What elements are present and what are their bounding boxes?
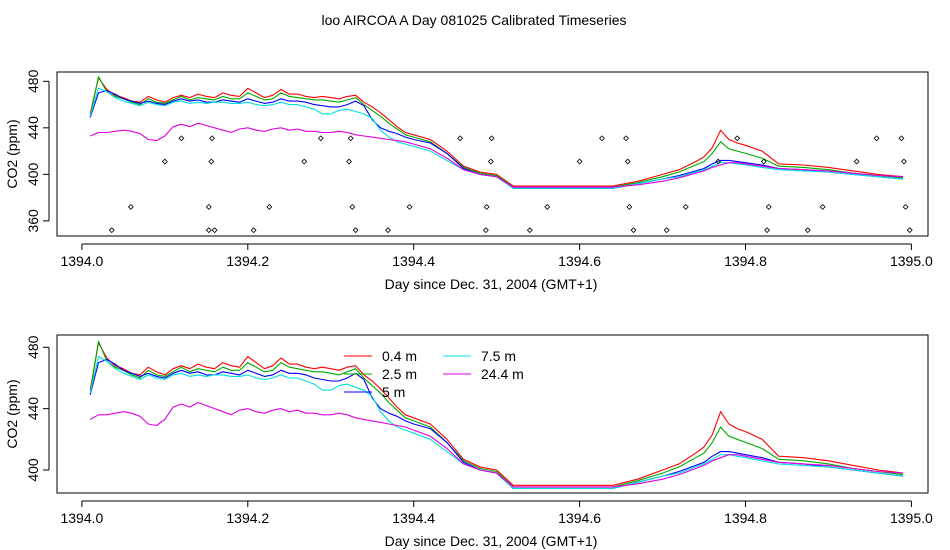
- top-data-point: [457, 135, 464, 142]
- top-y-tick-label: 480: [25, 69, 41, 93]
- top-series-line-2: [89, 90, 904, 189]
- top-data-point: [624, 158, 631, 165]
- bottom-series-line-4: [89, 401, 904, 488]
- bottom-plot-frame: [56, 334, 929, 494]
- top-data-point: [630, 227, 637, 234]
- top-data-point: [734, 135, 741, 142]
- top-data-point: [906, 227, 913, 234]
- top-x-tick-label: 1395.0: [890, 253, 933, 269]
- top-series-line-4: [89, 122, 904, 188]
- top-data-point: [488, 135, 495, 142]
- bottom-panel: 1394.0 1394.2 1394.4 1394.6 1394.8 1395.0 400 4…: [4, 334, 933, 549]
- top-data-point: [161, 158, 168, 165]
- top-data-point: [898, 135, 905, 142]
- top-data-point: [663, 227, 670, 234]
- bottom-y-axis-label: CO2 (ppm): [4, 379, 20, 448]
- top-data-point: [250, 227, 257, 234]
- bottom-y-tick-label: 400: [25, 458, 41, 482]
- top-x-tick-label: 1394.0: [60, 253, 103, 269]
- top-y-tick-label: 360: [25, 209, 41, 233]
- top-data-point: [576, 158, 583, 165]
- bottom-y-tick-label: 480: [25, 335, 41, 359]
- top-data-point: [301, 158, 308, 165]
- top-x-tick-label: 1394.6: [558, 253, 601, 269]
- top-data-point: [902, 203, 909, 210]
- top-data-point: [764, 227, 771, 234]
- bottom-x-tick-label: 1394.6: [558, 510, 601, 526]
- top-data-point: [483, 203, 490, 210]
- top-data-point: [626, 203, 633, 210]
- top-data-point: [349, 203, 356, 210]
- top-plot-frame: [56, 71, 929, 237]
- top-x-axis-label: Day since Dec. 31, 2004 (GMT+1): [385, 276, 598, 292]
- top-data-point: [682, 203, 689, 210]
- bottom-series-line-0: [89, 342, 904, 486]
- chart-title: loo AIRCOA A Day 081025 Calibrated Times…: [321, 12, 626, 28]
- bottom-x-tick-label: 1395.0: [890, 510, 933, 526]
- bottom-series-line-3: [89, 355, 904, 489]
- top-data-point: [205, 203, 212, 210]
- top-data-point: [765, 203, 772, 210]
- bottom-series-line-2: [89, 358, 904, 489]
- top-y-tick-label: 400: [25, 162, 41, 186]
- legend-label: 2.5 m: [382, 366, 417, 382]
- top-series-layer: [89, 76, 904, 189]
- top-data-point: [108, 227, 115, 234]
- top-data-point: [482, 227, 489, 234]
- top-data-point: [385, 227, 391, 234]
- bottom-x-tick-label: 1394.8: [724, 510, 767, 526]
- top-x-tick-label: 1394.8: [724, 253, 767, 269]
- bottom-y-tick-label: 440: [25, 397, 41, 421]
- top-series-line-0: [89, 77, 904, 187]
- top-data-point: [266, 203, 273, 210]
- top-data-point: [715, 158, 722, 165]
- top-data-point: [900, 158, 907, 165]
- top-y-axis-label: CO2 (ppm): [4, 119, 20, 188]
- top-data-point: [487, 158, 494, 165]
- top-data-point: [178, 135, 185, 142]
- top-panel: 1394.0 1394.2 1394.4 1394.6 1394.8 1395.0 360 4…: [4, 69, 933, 292]
- top-data-point: [819, 203, 826, 210]
- bottom-x-tick-label: 1394.0: [60, 510, 103, 526]
- top-x-tick-label: 1394.4: [392, 253, 435, 269]
- top-data-point: [127, 203, 134, 210]
- top-axes-layer: 1394.0 1394.2 1394.4 1394.6 1394.8 1395.0 360 4…: [25, 69, 933, 269]
- legend-label: 24.4 m: [481, 366, 524, 382]
- top-y-tick-label: 440: [25, 116, 41, 140]
- top-series-line-1: [89, 76, 904, 188]
- top-data-point: [544, 203, 551, 210]
- bottom-x-tick-label: 1394.2: [226, 510, 269, 526]
- top-data-point: [352, 227, 359, 234]
- legend: 0.4 m 2.5 m 5 m 7.5 m 24.4 m: [344, 348, 524, 400]
- top-data-point: [211, 227, 218, 234]
- top-data-point: [317, 135, 324, 142]
- top-x-tick-label: 1394.2: [226, 253, 269, 269]
- top-data-point: [623, 135, 630, 142]
- legend-label: 5 m: [382, 384, 405, 400]
- top-data-point: [873, 135, 880, 142]
- top-data-point: [406, 203, 413, 210]
- top-points-layer: [108, 135, 913, 234]
- top-data-point: [205, 227, 212, 234]
- bottom-axes-layer: 1394.0 1394.2 1394.4 1394.6 1394.8 1395.0 400 4…: [25, 335, 933, 526]
- legend-label: 7.5 m: [481, 348, 516, 364]
- top-data-point: [853, 158, 860, 165]
- top-data-point: [760, 158, 767, 165]
- top-data-point: [599, 135, 605, 142]
- top-data-point: [209, 135, 216, 142]
- top-data-point: [804, 227, 811, 234]
- top-data-point: [526, 227, 533, 234]
- bottom-series-layer: [89, 340, 904, 489]
- top-series-line-3: [89, 87, 904, 189]
- top-data-point: [346, 158, 352, 165]
- top-data-point: [347, 135, 354, 142]
- bottom-x-axis-label: Day since Dec. 31, 2004 (GMT+1): [385, 533, 598, 549]
- top-data-point: [208, 158, 215, 165]
- legend-label: 0.4 m: [382, 348, 417, 364]
- bottom-series-line-1: [89, 340, 904, 488]
- bottom-x-tick-label: 1394.4: [392, 510, 435, 526]
